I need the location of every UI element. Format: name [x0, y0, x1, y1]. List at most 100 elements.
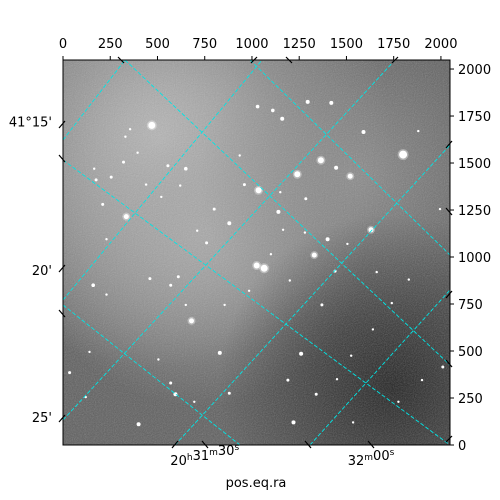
star-halo: [397, 149, 409, 161]
grid-line: [63, 60, 396, 421]
star: [148, 121, 156, 129]
grid-line: [174, 144, 450, 445]
star: [286, 378, 290, 382]
grid-line: [309, 289, 450, 445]
world-tick: [58, 309, 66, 318]
x-tick-label: 0: [59, 37, 67, 52]
star: [299, 351, 304, 356]
star: [242, 183, 246, 187]
star: [93, 167, 96, 170]
star: [193, 400, 196, 403]
y-tick-label: 1250: [458, 204, 491, 219]
star-halo: [252, 261, 262, 270]
star: [390, 301, 393, 305]
star: [123, 214, 129, 220]
world-tick: [445, 359, 453, 368]
star: [351, 421, 355, 424]
star: [128, 128, 132, 131]
star: [333, 269, 337, 273]
y-tick-label: 0: [458, 439, 466, 454]
x-tick-label: 750: [192, 37, 217, 52]
star: [105, 293, 108, 296]
grid-line: [63, 60, 126, 141]
star: [148, 277, 152, 281]
star: [335, 378, 339, 381]
star: [94, 178, 98, 182]
star: [397, 400, 400, 403]
y-tick-label: 2000: [458, 63, 491, 78]
star: [305, 99, 310, 104]
star-halo: [346, 172, 355, 181]
star: [325, 237, 330, 242]
star-halo: [122, 212, 131, 221]
y-tick-label: 250: [458, 392, 483, 407]
star-halo: [292, 169, 302, 179]
world-tick: [201, 440, 209, 449]
y-tick-label: 1750: [458, 110, 491, 125]
star: [136, 422, 141, 427]
ra-tick-label: 32m00s: [348, 448, 395, 469]
world-tick: [117, 56, 125, 64]
world-tick: [58, 120, 66, 129]
star: [247, 289, 251, 292]
right-y-axis: 0 250 500 750 1000 1250 1500 1750 2000: [450, 63, 491, 454]
grid-line: [249, 60, 450, 256]
dec-tick-label: 25': [32, 411, 52, 426]
star: [157, 358, 160, 361]
star: [91, 283, 95, 288]
star: [334, 165, 339, 170]
world-tick: [445, 140, 453, 149]
star: [223, 303, 226, 307]
star: [280, 116, 285, 121]
star: [347, 173, 353, 179]
dec-axis: 41°15' 20' 25': [9, 56, 453, 449]
ra-tick-label: 20h31m30s: [170, 443, 239, 469]
grid-line: [124, 60, 450, 366]
star: [184, 303, 187, 307]
dec-tick-label: 41°15': [9, 116, 52, 131]
y-tick-label: 500: [458, 345, 483, 360]
star: [438, 207, 442, 211]
star: [253, 262, 260, 269]
world-tick: [250, 56, 258, 64]
star: [303, 231, 307, 234]
star: [227, 391, 231, 395]
star: [227, 221, 232, 226]
grid-line: [63, 60, 263, 301]
star: [368, 227, 374, 233]
world-tick: [445, 290, 453, 299]
x-tick-label: 1500: [330, 37, 363, 52]
star: [205, 241, 209, 245]
star: [317, 157, 324, 164]
star: [189, 318, 194, 324]
x-axis-label: pos.eq.ra: [226, 476, 287, 491]
star-halo: [187, 316, 196, 325]
star: [169, 381, 173, 385]
star-halo: [310, 251, 319, 260]
world-tick: [445, 207, 453, 216]
star: [420, 378, 424, 382]
star: [124, 135, 127, 138]
star: [166, 164, 170, 168]
y-tick-label: 1000: [458, 251, 491, 266]
star: [196, 229, 199, 232]
star: [144, 183, 148, 186]
star: [88, 350, 91, 354]
world-tick: [367, 440, 375, 449]
stars-layer: [68, 99, 445, 427]
star: [304, 197, 308, 201]
star-halo: [316, 155, 326, 165]
star: [350, 354, 353, 357]
star: [291, 420, 296, 425]
star: [238, 154, 241, 157]
star: [176, 275, 180, 279]
star: [269, 253, 273, 256]
world-tick: [391, 56, 399, 64]
star-halo: [259, 263, 270, 274]
world-tick: [58, 154, 66, 163]
star: [281, 228, 285, 231]
star: [371, 328, 375, 331]
star: [346, 242, 349, 246]
star: [361, 130, 366, 134]
